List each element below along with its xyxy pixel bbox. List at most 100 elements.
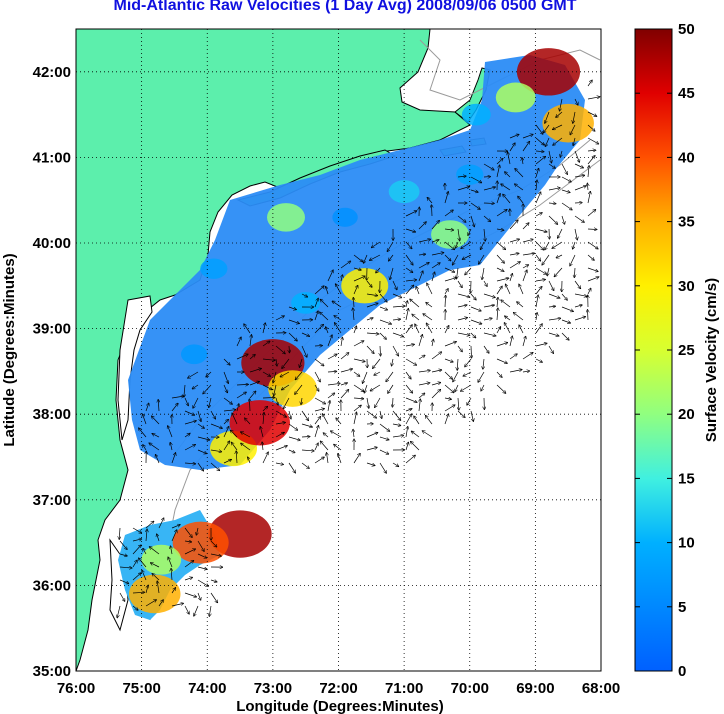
velocity-vector <box>338 454 342 464</box>
velocity-vector <box>548 163 555 168</box>
velocity-vector <box>496 286 502 295</box>
velocity-vector <box>197 449 206 454</box>
velocity-vector <box>405 384 412 393</box>
velocity-vector <box>496 343 507 347</box>
velocity-vector <box>467 397 472 405</box>
velocity-vector <box>273 371 277 383</box>
velocity-vector <box>275 446 287 451</box>
velocity-vector <box>210 580 217 582</box>
velocity-vector <box>418 370 430 372</box>
velocity-vector <box>168 557 173 568</box>
velocity-vector <box>379 306 387 310</box>
velocity-vector <box>353 384 364 392</box>
velocity-vector <box>519 325 524 334</box>
velocity-vector <box>390 267 394 279</box>
velocity-vector <box>470 306 481 311</box>
velocity-vector <box>522 371 529 372</box>
velocity-vector <box>574 228 577 240</box>
velocity-hotspot <box>267 203 305 232</box>
velocity-vector <box>275 316 284 321</box>
velocity-vector <box>184 577 192 581</box>
colorbar-tick-label: 10 <box>678 535 695 552</box>
velocity-vector <box>392 410 401 420</box>
velocity-vector <box>535 254 541 261</box>
velocity-vector <box>455 384 459 392</box>
velocity-vector <box>353 454 360 464</box>
velocity-vector <box>496 194 500 204</box>
velocity-vector <box>301 332 309 336</box>
velocity-vector <box>314 384 319 391</box>
velocity-vector <box>405 241 412 249</box>
velocity-vector <box>548 280 554 290</box>
x-tick-label: 70:00 <box>451 680 489 697</box>
velocity-vector <box>587 111 597 116</box>
velocity-vector <box>496 358 507 363</box>
velocity-vector <box>444 254 451 261</box>
velocity-vector <box>423 314 433 321</box>
velocity-vector <box>444 342 456 347</box>
velocity-vector <box>262 442 263 451</box>
velocity-vector <box>444 384 454 393</box>
velocity-vector <box>405 409 412 411</box>
velocity-vector <box>353 429 354 438</box>
velocity-vector <box>542 254 550 265</box>
velocity-vector <box>314 311 318 321</box>
velocity-vector <box>386 371 394 382</box>
velocity-vector <box>301 397 302 404</box>
velocity-vector <box>405 285 413 295</box>
velocity-vector <box>262 323 265 334</box>
y-tick-label: 35:00 <box>33 663 71 680</box>
velocity-vector <box>509 134 519 139</box>
velocity-vector <box>457 318 467 321</box>
velocity-vector <box>379 319 391 324</box>
velocity-vector <box>392 462 398 466</box>
velocity-vector <box>431 221 439 230</box>
velocity-vector <box>184 421 196 425</box>
colorbar-tick-label: 40 <box>678 149 695 166</box>
velocity-vector <box>483 332 496 336</box>
velocity-vector <box>497 298 498 308</box>
colorbar-tick-label: 45 <box>678 85 695 102</box>
velocity-vector <box>192 384 199 389</box>
velocity-vector <box>522 158 523 165</box>
velocity-vector <box>548 318 561 320</box>
velocity-vector <box>470 190 478 192</box>
velocity-vector <box>419 399 420 412</box>
velocity-vector <box>314 443 318 451</box>
velocity-vector <box>288 423 297 430</box>
velocity-vector <box>452 254 459 265</box>
velocity-vector <box>184 549 195 555</box>
velocity-vector <box>132 592 144 593</box>
velocity-vector <box>158 400 159 412</box>
velocity-vector <box>366 462 375 465</box>
velocity-vector <box>249 355 255 360</box>
velocity-vector <box>496 229 504 230</box>
velocity-vector <box>171 525 180 529</box>
velocity-vector <box>152 574 160 581</box>
velocity-vector <box>132 545 141 555</box>
velocity-vector <box>184 561 194 568</box>
velocity-vector <box>457 345 462 352</box>
velocity-vector <box>262 384 272 390</box>
velocity-vector <box>327 354 337 360</box>
velocity-vector <box>314 371 320 382</box>
velocity-vector <box>379 436 389 440</box>
velocity-vector <box>149 443 160 451</box>
velocity-vector <box>587 192 590 204</box>
velocity-vector <box>171 530 177 542</box>
velocity-vector <box>197 579 208 586</box>
velocity-vector <box>496 241 505 249</box>
velocity-vector <box>197 553 207 558</box>
velocity-vector <box>314 397 325 404</box>
velocity-vector <box>276 358 277 366</box>
velocity-vector <box>314 417 320 425</box>
velocity-vector <box>236 392 246 399</box>
velocity-vector <box>497 308 498 321</box>
velocity-vector <box>483 345 489 353</box>
velocity-vector <box>587 310 588 321</box>
velocity-vector <box>223 427 229 438</box>
velocity-vector <box>457 187 469 191</box>
velocity-vector <box>353 341 364 347</box>
velocity-vector <box>570 124 576 135</box>
velocity-vector <box>170 546 172 555</box>
